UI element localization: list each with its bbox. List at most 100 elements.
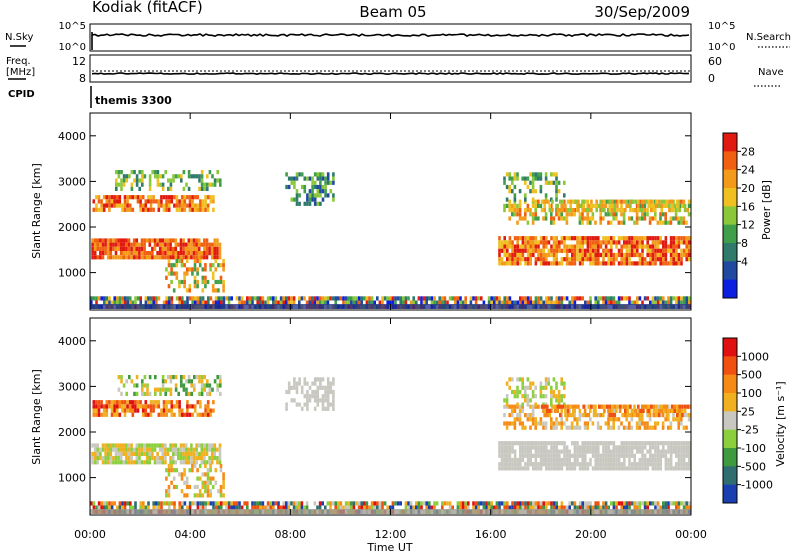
data-cell bbox=[448, 501, 452, 506]
data-cell bbox=[149, 408, 153, 413]
data-cell bbox=[529, 261, 532, 266]
data-cell bbox=[259, 505, 262, 510]
data-cell bbox=[292, 296, 296, 301]
data-cell bbox=[573, 457, 577, 463]
data-cell bbox=[269, 501, 272, 506]
data-cell bbox=[542, 216, 545, 221]
data-cell bbox=[193, 279, 197, 285]
data-cell bbox=[542, 453, 545, 458]
data-cell bbox=[667, 404, 670, 409]
data-cell bbox=[652, 408, 656, 413]
data-cell bbox=[114, 238, 118, 243]
data-cell bbox=[578, 505, 582, 510]
data-cell bbox=[516, 203, 519, 208]
data-cell bbox=[529, 296, 532, 301]
data-cell bbox=[148, 460, 152, 465]
data-cell bbox=[99, 238, 102, 243]
data-cell bbox=[638, 296, 642, 301]
data-cell bbox=[500, 457, 504, 463]
data-cell bbox=[581, 445, 584, 450]
data-cell bbox=[529, 425, 532, 430]
data-cell bbox=[687, 404, 691, 409]
data-cell bbox=[204, 480, 207, 485]
data-cell bbox=[200, 255, 204, 260]
data-cell bbox=[148, 451, 152, 456]
data-cell bbox=[175, 484, 179, 490]
data-cell bbox=[376, 296, 379, 301]
data-cell bbox=[555, 441, 558, 446]
data-cell bbox=[204, 275, 207, 280]
data-cell bbox=[179, 238, 183, 243]
data-cell bbox=[603, 408, 606, 413]
data-cell bbox=[305, 505, 309, 510]
data-cell bbox=[238, 505, 241, 510]
data-cell bbox=[172, 178, 175, 183]
data-cell bbox=[230, 296, 233, 301]
data-cell bbox=[178, 412, 181, 417]
data-cell bbox=[630, 261, 634, 266]
data-cell bbox=[112, 443, 115, 448]
data-cell bbox=[161, 238, 165, 243]
data-cell bbox=[104, 456, 107, 461]
data-cell bbox=[135, 447, 139, 452]
data-cell bbox=[558, 457, 561, 463]
data-cell bbox=[173, 501, 176, 506]
data-cell bbox=[174, 255, 178, 260]
data-cell bbox=[451, 296, 454, 301]
data-cell bbox=[197, 255, 201, 260]
data-cell bbox=[513, 466, 517, 471]
data-cell bbox=[678, 408, 682, 413]
data-cell bbox=[539, 385, 543, 390]
data-cell bbox=[117, 375, 121, 380]
data-cell bbox=[543, 199, 546, 204]
data-cell bbox=[196, 207, 200, 212]
data-cell bbox=[389, 300, 392, 305]
data-cell bbox=[672, 501, 675, 506]
data-cell bbox=[566, 199, 570, 204]
data-cell bbox=[529, 252, 532, 258]
data-cell bbox=[505, 203, 509, 208]
data-cell bbox=[637, 203, 640, 208]
data-cell bbox=[597, 501, 600, 506]
data-cell bbox=[651, 248, 655, 253]
data-cell bbox=[182, 246, 185, 251]
data-cell bbox=[667, 441, 670, 446]
data-cell bbox=[661, 212, 665, 217]
data-cell bbox=[344, 505, 348, 510]
data-cell bbox=[656, 300, 660, 305]
data-cell bbox=[638, 501, 642, 506]
data-cell bbox=[555, 189, 558, 194]
data-cell bbox=[503, 236, 506, 241]
data-cell bbox=[318, 501, 322, 506]
data-cell bbox=[595, 413, 598, 418]
data-cell bbox=[650, 404, 653, 409]
data-cell bbox=[513, 300, 517, 305]
data-cell bbox=[201, 288, 205, 293]
data-cell bbox=[630, 441, 634, 446]
data-cell bbox=[430, 505, 434, 510]
data-cell bbox=[203, 451, 206, 456]
data-cell bbox=[534, 394, 537, 399]
data-cell bbox=[631, 408, 635, 413]
data-cell bbox=[316, 377, 320, 382]
data-cell bbox=[183, 501, 187, 506]
data-cell bbox=[539, 240, 543, 245]
data-cell bbox=[599, 212, 602, 217]
data-cell bbox=[534, 236, 538, 241]
data-cell bbox=[324, 180, 327, 185]
data-cell bbox=[207, 501, 210, 506]
data-cell bbox=[319, 176, 322, 181]
data-cell bbox=[558, 300, 561, 305]
data-cell bbox=[662, 240, 665, 245]
data-cell bbox=[122, 447, 126, 452]
data-cell bbox=[638, 449, 642, 454]
data-cell bbox=[610, 296, 613, 301]
data-cell bbox=[550, 236, 553, 241]
data-cell bbox=[563, 240, 566, 245]
data-cell bbox=[182, 451, 185, 456]
data-cell bbox=[306, 193, 309, 198]
data-cell bbox=[316, 385, 320, 390]
data-cell bbox=[597, 248, 600, 253]
data-cell bbox=[616, 203, 619, 208]
data-cell bbox=[555, 385, 558, 390]
